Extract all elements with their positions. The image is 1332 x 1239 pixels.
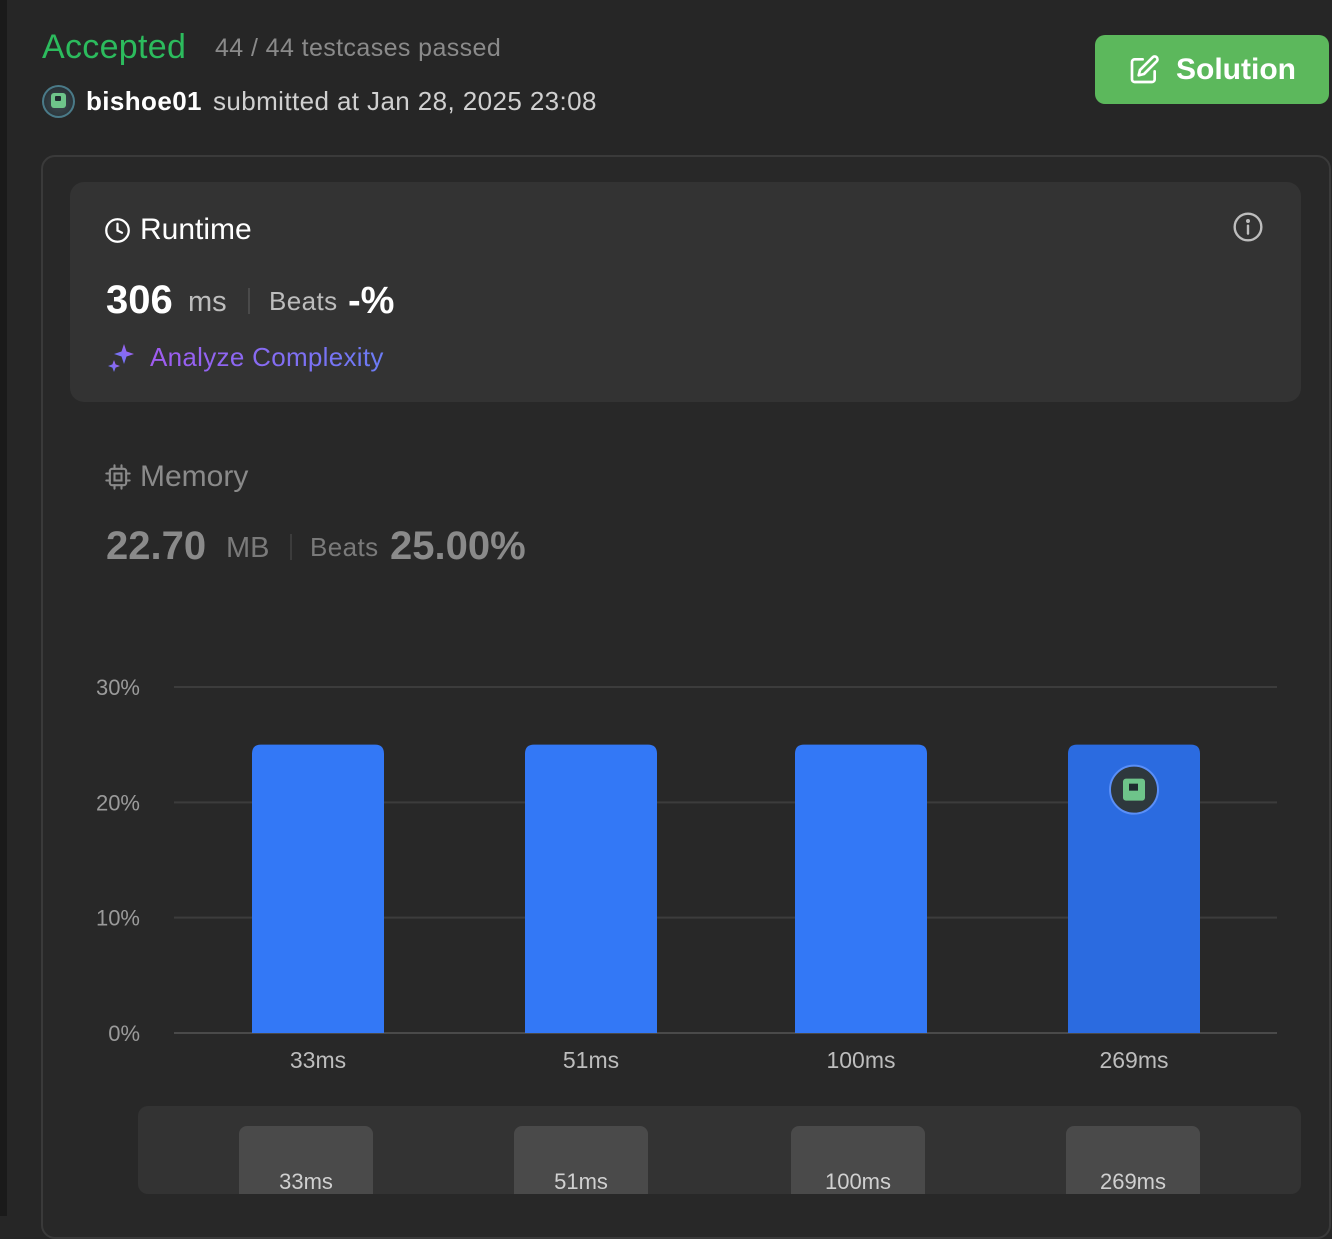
chip-icon	[105, 464, 131, 490]
scrubber-item-label: 100ms	[824, 1169, 892, 1194]
info-icon[interactable]	[1232, 211, 1264, 243]
runtime-beats-value: -%	[348, 280, 395, 322]
submitted-time: submitted at Jan 28, 2025 23:08	[213, 86, 597, 116]
scrubber-item-33ms[interactable]: 33ms	[239, 1126, 373, 1194]
runtime-divider	[248, 288, 250, 314]
testcases-passed: 44 / 44 testcases passed	[215, 34, 502, 62]
memory-value: 22.70	[106, 524, 207, 568]
user-avatar-marker[interactable]	[1109, 764, 1159, 815]
scrubber-item-100ms[interactable]: 100ms	[791, 1126, 925, 1194]
avatar[interactable]	[42, 85, 75, 118]
chart-range-scrubber[interactable]: 33ms 51ms 100ms 269ms	[138, 1106, 1301, 1194]
bar-51ms[interactable]	[525, 744, 657, 1033]
runtime-unit: ms	[188, 286, 227, 318]
runtime-title: Runtime	[140, 213, 252, 246]
solution-label: Solution	[1176, 52, 1296, 86]
memory-title: Memory	[140, 460, 249, 493]
memory-unit: MB	[226, 532, 270, 564]
solution-button[interactable]: Solution	[1095, 35, 1329, 104]
runtime-beats-label: Beats	[269, 286, 338, 316]
username-link[interactable]: bishoe01	[86, 86, 202, 116]
scrubber-item-label: 51ms	[554, 1169, 608, 1194]
analyze-complexity-link[interactable]: Analyze Complexity	[150, 342, 384, 372]
scrubber-item-label: 269ms	[1099, 1169, 1167, 1194]
bar-100ms[interactable]	[795, 744, 927, 1033]
scrubber-item-269ms[interactable]: 269ms	[1066, 1126, 1200, 1194]
left-edge-strip	[0, 0, 7, 1216]
edit-icon	[1130, 54, 1159, 83]
memory-beats-value: 25.00%	[390, 524, 526, 568]
scrubber-item-51ms[interactable]: 51ms	[514, 1126, 648, 1194]
memory-beats-label: Beats	[310, 532, 379, 562]
scrubber-item-label: 33ms	[279, 1169, 333, 1194]
clock-icon	[105, 218, 130, 243]
runtime-card[interactable]	[70, 182, 1301, 402]
status-accepted: Accepted	[42, 28, 187, 66]
bar-269ms[interactable]	[1068, 744, 1200, 1033]
runtime-value: 306	[106, 278, 173, 322]
bar-33ms[interactable]	[252, 744, 384, 1033]
sparkle-icon	[108, 344, 134, 372]
memory-divider	[290, 534, 292, 560]
